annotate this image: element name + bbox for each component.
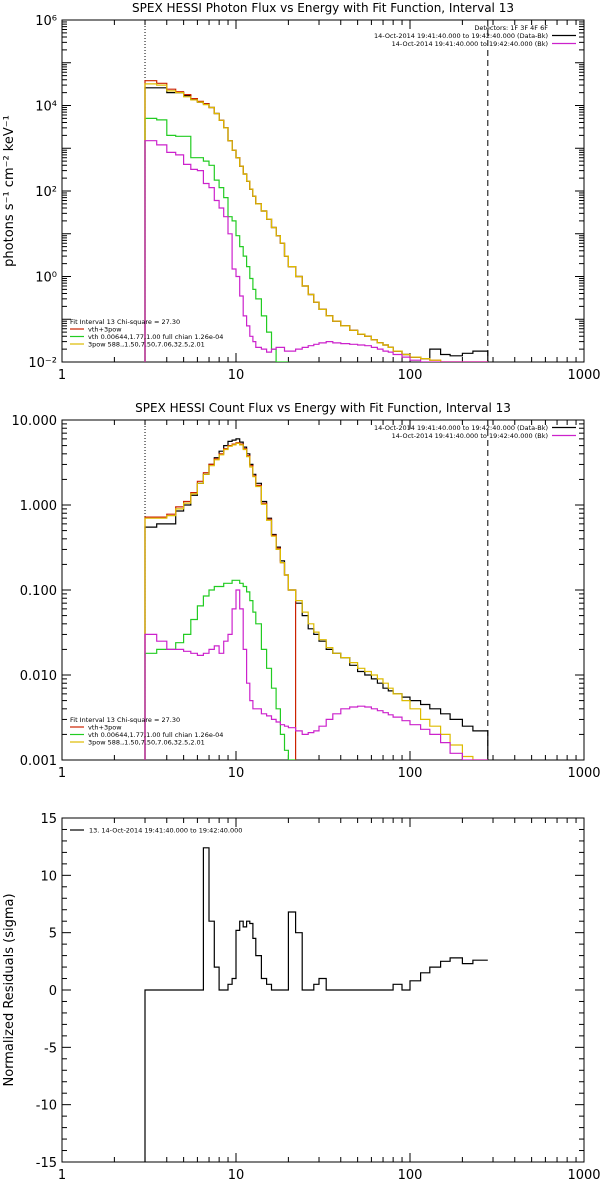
series-line-vth-3pow [144,442,297,760]
x-tick-label: 100 [398,368,423,383]
series-line-vth [144,117,289,362]
y-tick-label: 5 [49,927,57,942]
series-line-3pow [144,442,488,760]
legend-entry: vth+3pow [88,326,122,334]
legend-fit: Fit Interval 13 Chi-square = 27.30vth+3p… [70,716,223,747]
tick-marks [61,20,584,363]
legend-entry: 14-Oct-2014 19:41:40.000 to 19:42:40.000… [392,40,548,48]
x-tick-label: 10 [228,1168,245,1183]
y-tick-label: 10⁰ [35,271,57,286]
series-line-vth-3pow [144,80,488,362]
legend-entry: vth 0.00644,1.77,1.00 full chian 1.26e-0… [88,731,223,739]
plot-frame [61,817,585,1163]
legend-entry: 14-Oct-2014 19:41:40.000 to 19:42:40.000… [392,432,548,440]
y-axis-label: Normalized Residuals (sigma) [2,893,17,1086]
series-line-data-bk [144,87,489,362]
y-tick-label: 0 [49,984,57,999]
x-tick-label: 1 [58,368,66,383]
y-tick-label: -15 [36,1156,57,1171]
series-line-3pow [144,83,488,362]
legend-entry: 3pow 588.,1.50,7.50,7.06,32.5,2.01 [88,341,205,349]
y-tick-label: 10 [40,869,57,884]
x-tick-label: 10 [228,368,245,383]
series-line-13-14-oct-2014-19-41-40-000-to-19-42-40-000 [144,847,488,1162]
legend-entry: 14-Oct-2014 19:41:40.000 to 19:42:40.000… [374,424,548,432]
y-tick-label: 0.001 [20,754,57,769]
residuals-panel: 1 10 100 1000 -15 -10 -5 0 5 10 15 Normalized Resid… [2,812,600,1183]
legend-entry: 3pow 588.,1.50,7.50,7.06,32.5,2.01 [88,739,205,747]
y-tick-label: 15 [40,812,57,827]
x-tick-label: 10 [228,766,245,781]
y-tick-label: 10⁶ [35,14,57,29]
x-tick-label: 100 [398,766,423,781]
y-tick-label: 0.010 [20,669,57,684]
y-tick-label: 1.000 [20,499,57,514]
series-line-vth [144,579,296,760]
legend-top: 13. 14-Oct-2014 19:41:40.000 to 19:42:40… [70,827,242,835]
legend-header: Detectors: 1F 3F 4F 6F [474,24,548,32]
legend-entry: 13. 14-Oct-2014 19:41:40.000 to 19:42:40… [89,827,242,835]
legend-entry: 14-Oct-2014 19:41:40.000 to 19:42:40.000… [374,32,548,40]
x-tick-label: 1 [58,1168,66,1183]
y-tick-label: 10⁻² [28,356,57,371]
y-tick-label: -5 [44,1041,57,1056]
chart-title: SPEX HESSI Count Flux vs Energy with Fit… [135,401,511,415]
y-tick-label: 10² [35,185,57,200]
legend-top: 14-Oct-2014 19:41:40.000 to 19:42:40.000… [374,424,576,440]
plot-frame [61,19,585,363]
x-tick-label: 1 [58,766,66,781]
y-tick-label: 0.100 [20,584,57,599]
y-tick-label: -10 [36,1099,57,1114]
fit-summary: Fit Interval 13 Chi-square = 27.30 [70,716,180,724]
tick-marks [61,420,584,761]
x-tick-label: 1000 [567,1168,600,1183]
x-tick-label: 1000 [567,766,600,781]
legend-entry: vth+3pow [88,724,122,732]
x-tick-label: 1000 [567,368,600,383]
count-flux-panel: 1 10 100 1000 0.001 0.010 0.100 1.000 10.000 SPEX… [12,401,600,781]
plot-frame [61,419,585,761]
series-line-bk [144,140,488,362]
photon-flux-panel: 1 10 100 1000 10⁻² 10⁰ 10² 10⁴ 10⁶ SPEX HESSI Pho… [2,1,600,383]
tick-marks [61,817,584,1163]
series-line-bk [144,589,488,760]
chart-title: SPEX HESSI Photon Flux vs Energy with Fi… [132,1,514,15]
legend-fit: Fit Interval 13 Chi-square = 27.30vth+3p… [70,318,223,349]
y-tick-label: 10⁴ [35,100,57,115]
x-tick-label: 100 [398,1168,423,1183]
legend-entry: vth 0.00644,1.77,1.00 full chian 1.26e-0… [88,333,223,341]
series-line-data-bk [144,438,489,760]
y-tick-label: 10.000 [12,414,58,429]
y-axis-label: photons s⁻¹ cm⁻² keV⁻¹ [2,115,17,267]
fit-summary: Fit Interval 13 Chi-square = 27.30 [70,318,180,326]
